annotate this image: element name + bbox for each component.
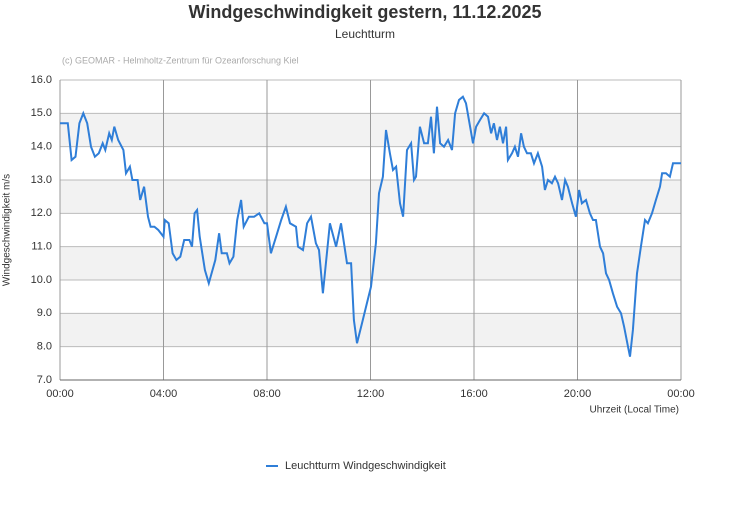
x-tick-label: 08:00 xyxy=(253,388,281,400)
y-tick-label: 10.0 xyxy=(31,274,52,286)
legend-label: Leuchtturm Windgeschwindigkeit xyxy=(285,460,446,472)
y-tick-label: 8.0 xyxy=(37,341,52,353)
y-tick-label: 7.0 xyxy=(37,374,52,386)
x-axis-label: Uhrzeit (Local Time) xyxy=(590,405,679,416)
y-tick-label: 14.0 xyxy=(31,141,52,153)
y-tick-label: 15.0 xyxy=(31,107,52,119)
chart-subtitle: Leuchtturm xyxy=(335,27,395,41)
x-tick-label: 04:00 xyxy=(150,388,178,400)
y-tick-label: 11.0 xyxy=(31,241,52,253)
y-tick-label: 9.0 xyxy=(37,307,52,319)
y-tick-label: 16.0 xyxy=(31,74,52,86)
credit: (c) GEOMAR - Helmholtz-Zentrum für Ozean… xyxy=(62,55,299,65)
x-tick-label: 16:00 xyxy=(460,388,488,400)
x-tick-label: 00:00 xyxy=(46,388,74,400)
x-tick-label: 12:00 xyxy=(357,388,385,400)
y-tick-label: 12.0 xyxy=(31,207,52,219)
y-axis-label: Windgeschwindigkeit m/s xyxy=(2,174,13,286)
y-tick-label: 13.0 xyxy=(31,174,52,186)
x-tick-label: 20:00 xyxy=(564,388,592,400)
x-tick-label: 00:00 xyxy=(667,388,695,400)
data-line xyxy=(60,95,681,357)
chart-title: Windgeschwindigkeit gestern, 11.12.2025 xyxy=(189,2,542,22)
